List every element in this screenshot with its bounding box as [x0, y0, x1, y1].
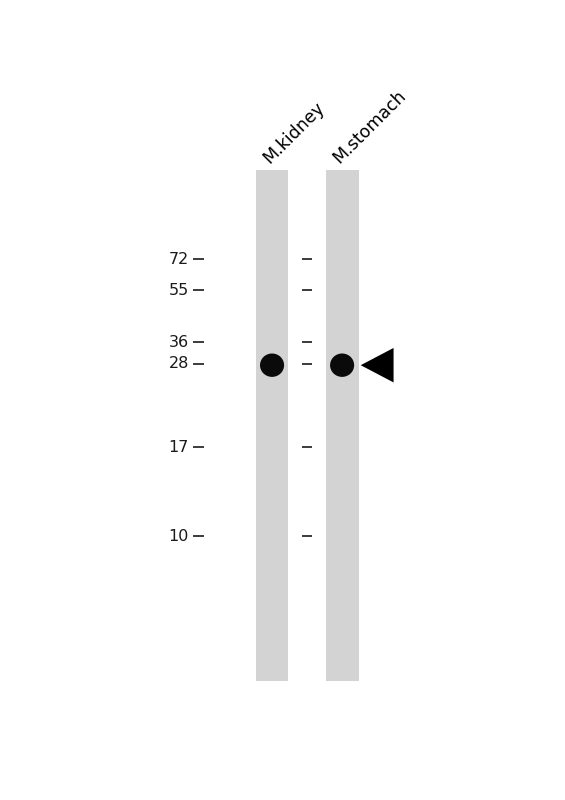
Text: M.stomach: M.stomach [329, 86, 410, 167]
Text: 55: 55 [168, 282, 189, 298]
Text: 10: 10 [168, 529, 189, 544]
Text: 28: 28 [168, 357, 189, 371]
Text: M.kidney: M.kidney [259, 98, 328, 167]
Text: 36: 36 [169, 335, 189, 350]
Ellipse shape [260, 354, 284, 377]
Polygon shape [360, 348, 394, 382]
Ellipse shape [330, 354, 354, 377]
Bar [255, 170, 289, 682]
Text: 17: 17 [168, 440, 189, 454]
Text: 72: 72 [168, 252, 189, 266]
Bar [325, 170, 359, 682]
